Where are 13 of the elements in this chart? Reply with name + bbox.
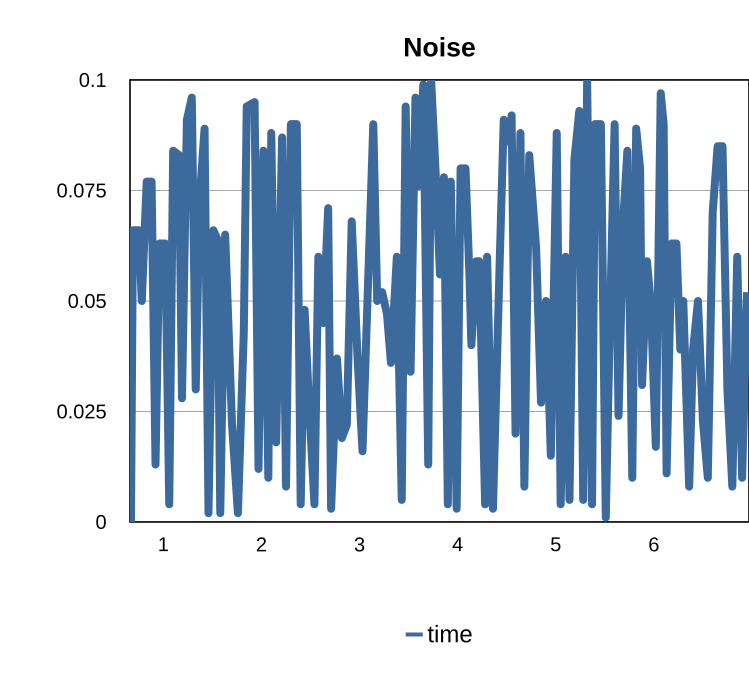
x-tick-label: 2 [256, 537, 266, 552]
x-tick-label: 1 [159, 537, 168, 552]
x-tick-label: 3 [354, 537, 364, 552]
y-tick-label: 0.025 [57, 404, 106, 419]
y-tick-label: 0.05 [68, 294, 106, 308]
y-tick-label: 0.075 [57, 183, 106, 198]
x-tick-label: 5 [550, 537, 560, 552]
x-tick-label: 6 [649, 537, 659, 552]
legend-label: time [428, 624, 472, 642]
x-tick-label: 4 [452, 537, 463, 552]
y-tick-label: 0.1 [80, 72, 106, 88]
chart-title: Noise [404, 37, 475, 57]
y-tick-label: 0 [96, 514, 106, 530]
